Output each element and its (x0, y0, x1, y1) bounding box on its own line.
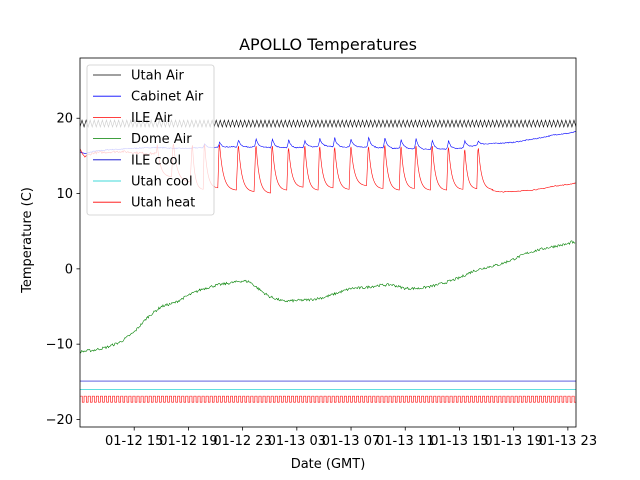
legend-label-utah-air: Utah Air (131, 69, 184, 84)
y-tick-label: −20 (46, 413, 73, 428)
y-tick-label: 0 (65, 262, 73, 277)
x-tick-label: 01-13 03 (268, 434, 326, 449)
legend-label-ile-cool: ILE cool (131, 153, 181, 168)
chart-title: APOLLO Temperatures (239, 35, 417, 54)
y-tick-label: −10 (46, 338, 73, 353)
series-line-dome-air (80, 240, 576, 354)
legend-label-utah-cool: Utah cool (131, 175, 193, 190)
x-tick-label: 01-13 23 (539, 434, 597, 449)
legend-label-dome-air: Dome Air (131, 132, 192, 147)
x-axis-label: Date (GMT) (291, 457, 366, 472)
x-tick-label: 01-12 15 (105, 434, 163, 449)
legend-label-ile-air: ILE Air (131, 111, 173, 126)
y-tick-label: 10 (56, 187, 73, 202)
y-axis-label: Temperature (C) (20, 187, 35, 294)
legend-label-cabinet-air: Cabinet Air (131, 90, 204, 105)
x-tick-label: 01-13 19 (484, 434, 542, 449)
legend-label-utah-heat: Utah heat (131, 196, 195, 211)
x-tick-label: 01-13 07 (322, 434, 380, 449)
series-line-utah-heat (80, 395, 576, 403)
legend-box (86, 64, 215, 216)
x-tick-label: 01-13 15 (430, 434, 488, 449)
x-tick-label: 01-12 19 (159, 434, 217, 449)
legend: Utah Air Cabinet Air ILE Air Dome Air ILE co… (86, 64, 215, 216)
x-tick-label: 01-13 11 (376, 434, 434, 449)
x-tick-label: 01-12 23 (213, 434, 271, 449)
plot-frame (79, 57, 577, 428)
y-tick-label: 20 (56, 112, 73, 127)
